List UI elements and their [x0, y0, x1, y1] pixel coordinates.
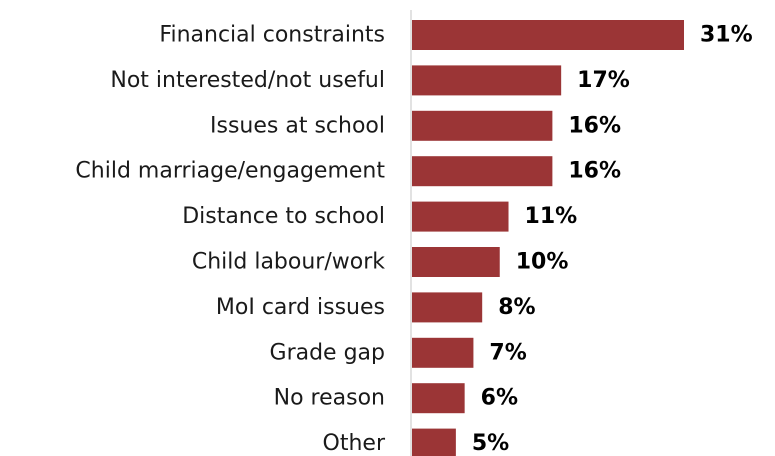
category-label-0: Financial constraints: [159, 23, 385, 48]
category-label-9: Other: [323, 431, 386, 456]
category-label-1: Not interested/not useful: [110, 68, 385, 93]
category-labels-group: Financial constraints Not interested/not …: [75, 23, 386, 456]
bars-group: [412, 20, 684, 456]
category-label-6: MoI card issues: [216, 295, 385, 320]
value-label-5: 10%: [516, 250, 569, 275]
value-label-6: 8%: [498, 295, 535, 320]
value-label-1: 17%: [577, 68, 630, 93]
category-label-3: Child marriage/engagement: [75, 159, 385, 184]
value-label-4: 11%: [525, 204, 578, 229]
bar-5: [412, 247, 500, 277]
category-label-5: Child labour/work: [192, 250, 385, 275]
bar-1: [412, 65, 562, 96]
bar-4: [412, 201, 509, 232]
bar-8: [412, 383, 465, 414]
category-label-8: No reason: [274, 386, 385, 411]
bar-6: [412, 292, 483, 323]
value-label-2: 16%: [568, 113, 621, 138]
value-label-3: 16%: [568, 159, 621, 184]
value-labels-group: 31% 17% 16% 16% 11% 10% 8% 7% 6% 5%: [472, 23, 753, 456]
value-label-9: 5%: [472, 431, 509, 456]
bar-7: [412, 337, 474, 368]
value-label-8: 6%: [481, 386, 518, 411]
bar-3: [412, 156, 553, 187]
bar-2: [412, 110, 553, 141]
category-label-7: Grade gap: [270, 340, 385, 365]
value-label-7: 7%: [489, 340, 526, 365]
bar-9: [412, 428, 456, 456]
value-label-0: 31%: [700, 23, 753, 48]
bar-0: [412, 20, 684, 50]
category-label-2: Issues at school: [210, 113, 385, 138]
category-label-4: Distance to school: [182, 204, 385, 229]
